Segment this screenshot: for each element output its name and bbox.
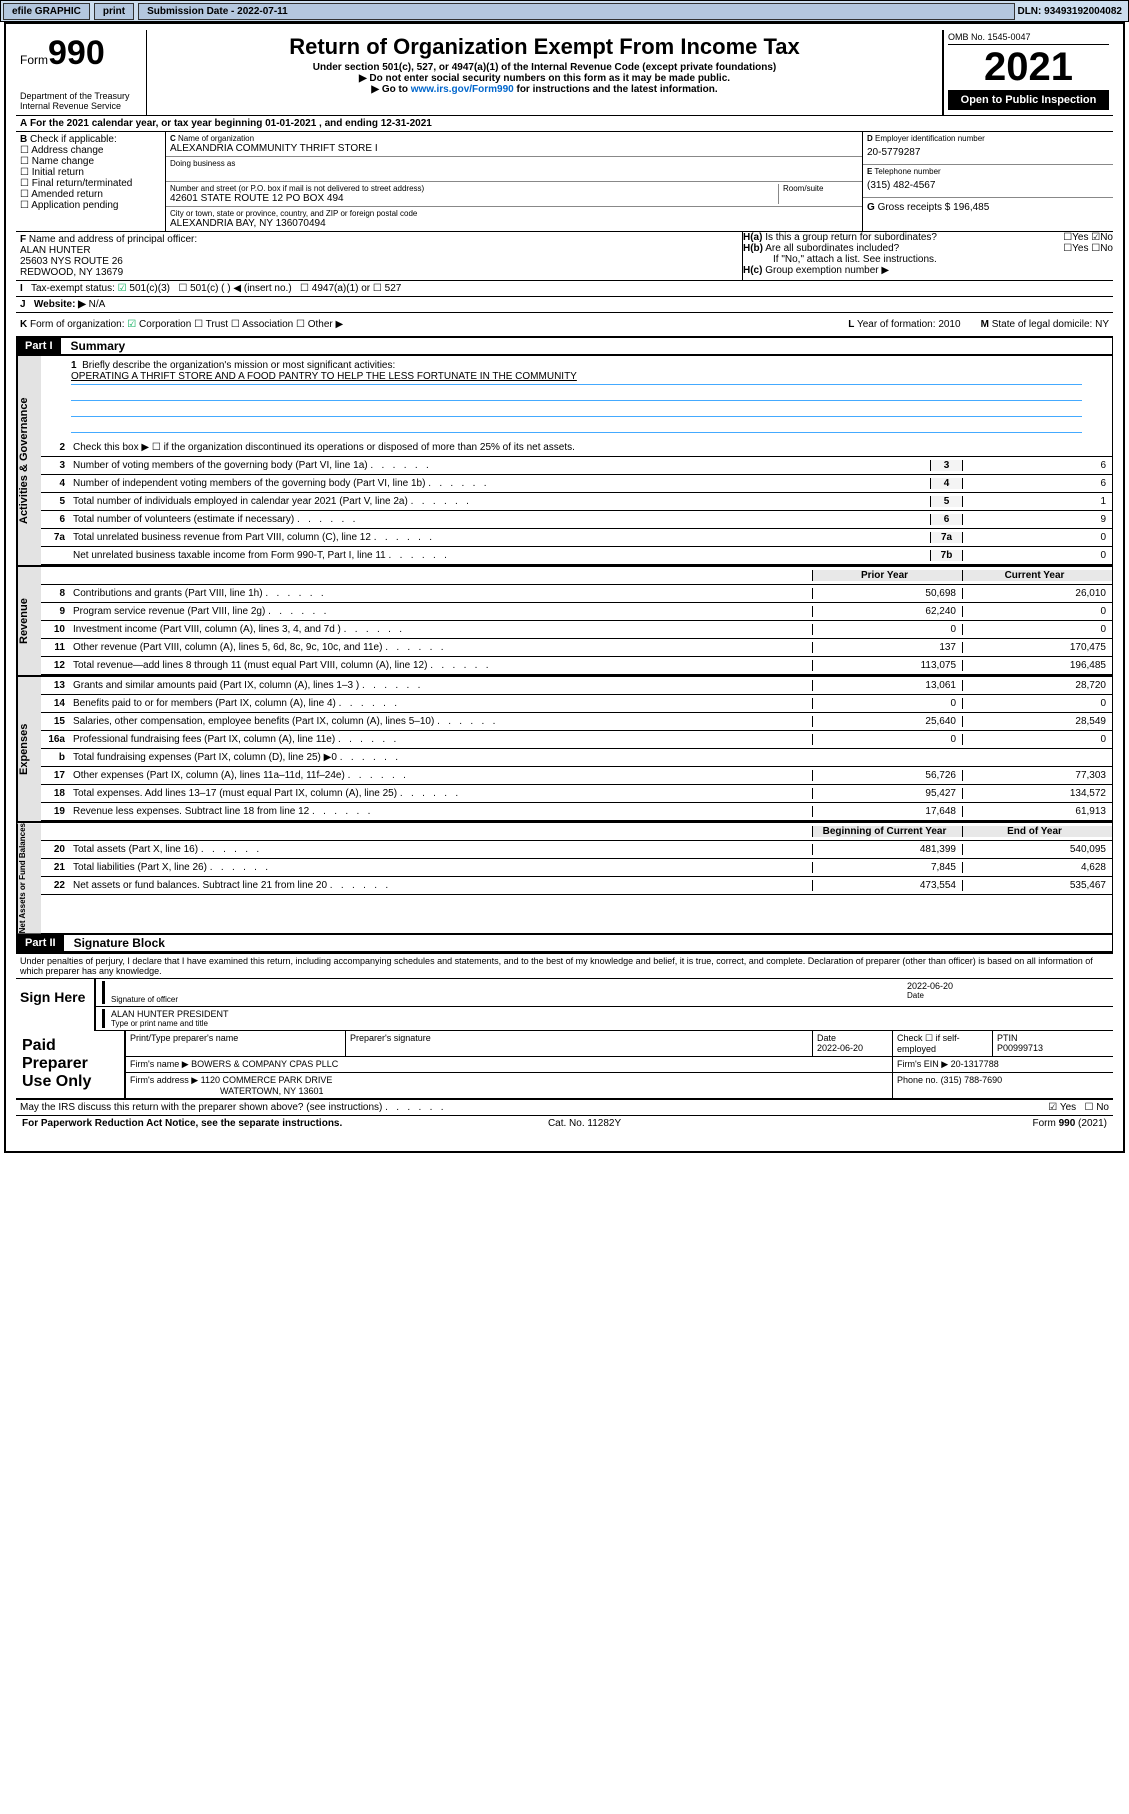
summary-rev: Revenue Prior YearCurrent Year 8Contribu… bbox=[16, 566, 1113, 676]
subtitle-2: Do not enter social security numbers on … bbox=[151, 73, 938, 84]
gross-receipts: 196,485 bbox=[953, 202, 989, 213]
org-city: ALEXANDRIA BAY, NY 136070494 bbox=[170, 218, 858, 229]
form-container: Form990 Department of the Treasury Inter… bbox=[4, 22, 1125, 1153]
efile-button[interactable]: efile GRAPHIC bbox=[3, 3, 90, 20]
gov-row: 4Number of independent voting members of… bbox=[41, 475, 1112, 493]
table-row: 8Contributions and grants (Part VIII, li… bbox=[41, 585, 1112, 603]
phone: (315) 482-4567 bbox=[867, 176, 1109, 195]
gov-row: 7aTotal unrelated business revenue from … bbox=[41, 529, 1112, 547]
print-button[interactable]: print bbox=[94, 3, 134, 20]
gov-row: 6Total number of volunteers (estimate if… bbox=[41, 511, 1112, 529]
mission-text: OPERATING A THRIFT STORE AND A FOOD PANT… bbox=[71, 371, 1082, 385]
sig-date: 2022-06-20 bbox=[907, 981, 1107, 991]
part2-header: Part II Signature Block bbox=[16, 934, 1113, 952]
table-row: 17Other expenses (Part IX, column (A), l… bbox=[41, 767, 1112, 785]
gov-row: 5Total number of individuals employed in… bbox=[41, 493, 1112, 511]
signature-block: Under penalties of perjury, I declare th… bbox=[16, 952, 1113, 1031]
officer-name: ALAN HUNTER bbox=[20, 245, 738, 256]
table-row: 18Total expenses. Add lines 13–17 (must … bbox=[41, 785, 1112, 803]
firm-name: BOWERS & COMPANY CPAS PLLC bbox=[191, 1059, 338, 1069]
form-header: Form990 Department of the Treasury Inter… bbox=[16, 30, 1113, 116]
table-row: 22Net assets or fund balances. Subtract … bbox=[41, 877, 1112, 895]
dept-label: Department of the Treasury bbox=[20, 91, 142, 101]
table-row: 19Revenue less expenses. Subtract line 1… bbox=[41, 803, 1112, 821]
form-number: Form990 bbox=[20, 34, 142, 73]
tax-year: 2021 bbox=[948, 45, 1109, 90]
summary-gov: Activities & Governance 1 Briefly descri… bbox=[16, 355, 1113, 566]
submission-date: Submission Date - 2022-07-11 bbox=[138, 3, 1015, 20]
chk-final[interactable]: Final return/terminated bbox=[20, 178, 161, 189]
ptin: P00999713 bbox=[997, 1043, 1043, 1053]
ein: 20-5779287 bbox=[867, 143, 1109, 162]
form-ref: Form 990 (2021) bbox=[1032, 1118, 1106, 1129]
form-title: Return of Organization Exempt From Incom… bbox=[151, 34, 938, 60]
table-row: 20Total assets (Part X, line 16)481,3995… bbox=[41, 841, 1112, 859]
chk-pending[interactable]: Application pending bbox=[20, 200, 161, 211]
entity-block: B Check if applicable: Address change Na… bbox=[16, 132, 1113, 232]
chk-initial[interactable]: Initial return bbox=[20, 167, 161, 178]
part1-header: Part I Summary bbox=[16, 337, 1113, 355]
website: N/A bbox=[89, 299, 106, 310]
irs-label: Internal Revenue Service bbox=[20, 101, 142, 111]
org-address: 42601 STATE ROUTE 12 PO BOX 494 bbox=[170, 193, 778, 204]
omb-number: OMB No. 1545-0047 bbox=[948, 32, 1109, 45]
summary-exp: Expenses 13Grants and similar amounts pa… bbox=[16, 676, 1113, 822]
open-inspection: Open to Public Inspection bbox=[948, 90, 1109, 110]
chk-amended[interactable]: Amended return bbox=[20, 189, 161, 200]
preparer-block: Paid Preparer Use Only Print/Type prepar… bbox=[16, 1031, 1113, 1100]
table-row: 12Total revenue—add lines 8 through 11 (… bbox=[41, 657, 1112, 675]
table-row: 14Benefits paid to or for members (Part … bbox=[41, 695, 1112, 713]
subtitle-1: Under section 501(c), 527, or 4947(a)(1)… bbox=[151, 62, 938, 73]
gov-row: Net unrelated business taxable income fr… bbox=[41, 547, 1112, 565]
table-row: 10Investment income (Part VIII, column (… bbox=[41, 621, 1112, 639]
line-a: A For the 2021 calendar year, or tax yea… bbox=[16, 116, 1113, 132]
table-row: 21Total liabilities (Part X, line 26)7,8… bbox=[41, 859, 1112, 877]
chk-name[interactable]: Name change bbox=[20, 156, 161, 167]
irs-link[interactable]: www.irs.gov/Form990 bbox=[411, 84, 514, 95]
table-row: 16aProfessional fundraising fees (Part I… bbox=[41, 731, 1112, 749]
subtitle-3: Go to www.irs.gov/Form990 for instructio… bbox=[151, 84, 938, 95]
summary-net: Net Assets or Fund Balances Beginning of… bbox=[16, 822, 1113, 934]
officer-sig: ALAN HUNTER PRESIDENT bbox=[111, 1009, 229, 1019]
table-row: bTotal fundraising expenses (Part IX, co… bbox=[41, 749, 1112, 767]
table-row: 11Other revenue (Part VIII, column (A), … bbox=[41, 639, 1112, 657]
gov-row: 3Number of voting members of the governi… bbox=[41, 457, 1112, 475]
chk-501c3[interactable]: 501(c)(3) bbox=[118, 283, 170, 294]
table-row: 15Salaries, other compensation, employee… bbox=[41, 713, 1112, 731]
table-row: 13Grants and similar amounts paid (Part … bbox=[41, 677, 1112, 695]
dln: DLN: 93493192004082 bbox=[1017, 6, 1128, 17]
topbar: efile GRAPHIC print Submission Date - 20… bbox=[0, 0, 1129, 22]
chk-address[interactable]: Address change bbox=[20, 145, 161, 156]
page-footer: For Paperwork Reduction Act Notice, see … bbox=[16, 1116, 1113, 1131]
table-row: 9Program service revenue (Part VIII, lin… bbox=[41, 603, 1112, 621]
org-name: ALEXANDRIA COMMUNITY THRIFT STORE I bbox=[170, 143, 858, 154]
